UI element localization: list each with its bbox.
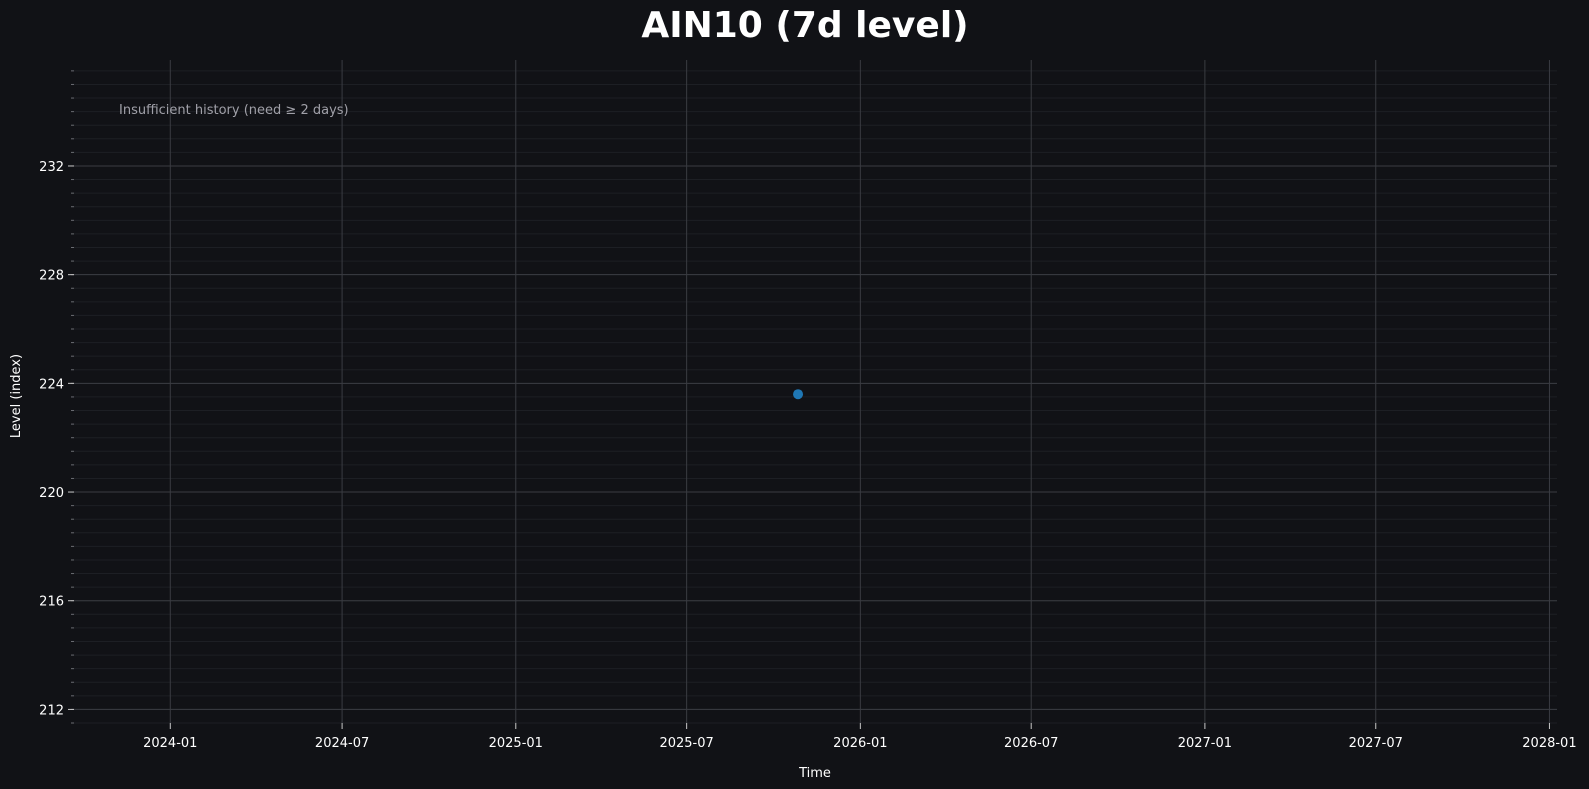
x-tick-label: 2027-07 [1349, 736, 1403, 751]
x-tick-label: 2025-07 [659, 736, 713, 751]
major-grid [68, 60, 1557, 729]
x-tick-label: 2025-01 [489, 736, 543, 751]
tick-labels: 212 216 220 224 228 232 2024-01 2024-07 2025-01 2… [39, 160, 1576, 751]
x-tick-label: 2024-01 [143, 736, 197, 751]
x-tick-label: 2028-01 [1522, 736, 1576, 751]
data-point [793, 389, 804, 400]
x-tick-label: 2024-07 [315, 736, 369, 751]
x-tick-label: 2027-01 [1178, 736, 1232, 751]
y-tick-label: 228 [39, 269, 64, 284]
y-tick-label: 232 [39, 160, 64, 175]
y-axis-label: Level (index) [9, 354, 24, 438]
y-tick-label: 216 [39, 595, 64, 610]
data-marks [793, 389, 804, 400]
insufficient-history-annotation: Insufficient history (need ≥ 2 days) [119, 103, 349, 118]
y-tick-label: 212 [39, 703, 64, 718]
x-tick-label: 2026-01 [833, 736, 887, 751]
y-tick-label: 224 [39, 377, 64, 392]
x-tick-label: 2026-07 [1004, 736, 1058, 751]
chart-title: AIN10 (7d level) [641, 5, 968, 46]
x-axis-label: Time [798, 766, 831, 781]
y-tick-label: 220 [39, 486, 64, 501]
minor-grid [71, 70, 1557, 724]
